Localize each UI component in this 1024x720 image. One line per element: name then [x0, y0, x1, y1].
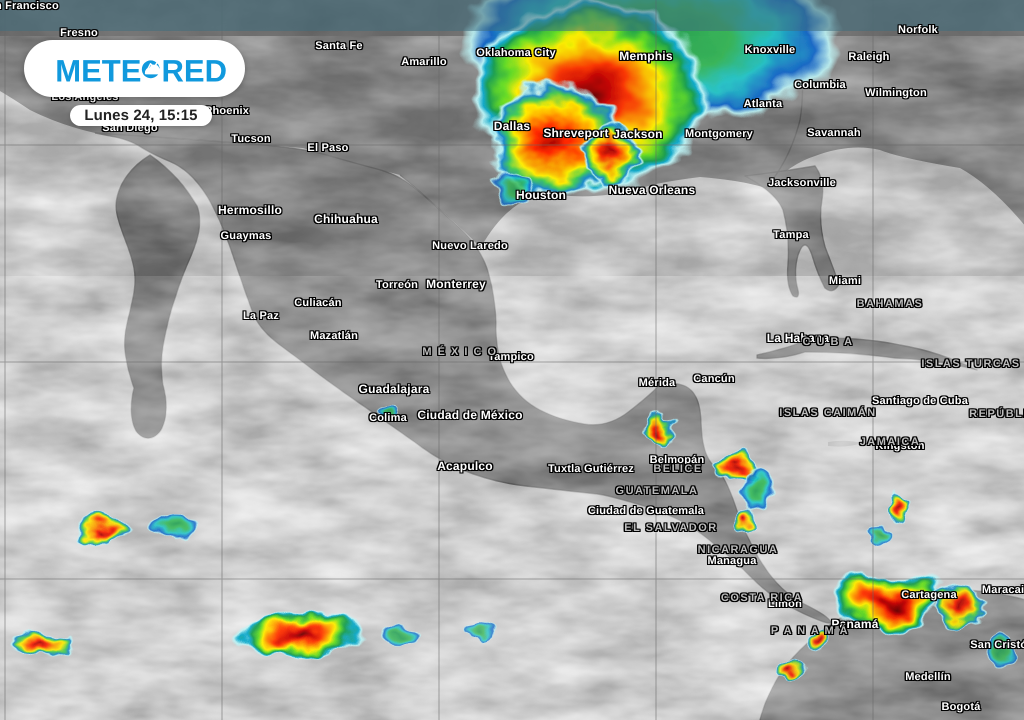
svg-text:METE: METE: [55, 53, 141, 88]
svg-text:RED: RED: [162, 53, 227, 88]
